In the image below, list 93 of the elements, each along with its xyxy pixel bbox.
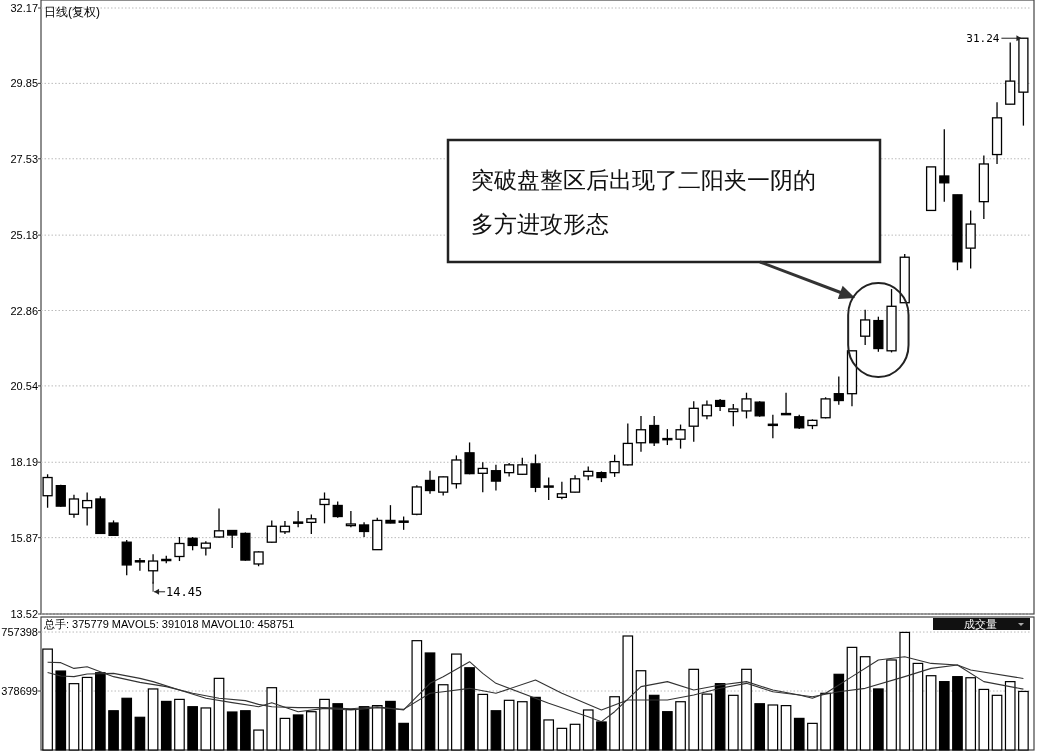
- bar: [226, 711, 238, 751]
- bar: [952, 676, 963, 751]
- bar: [886, 659, 897, 751]
- bar: [648, 694, 660, 751]
- annotation: 14.45: [166, 584, 203, 599]
- bar: [780, 705, 792, 751]
- bar: [569, 723, 581, 751]
- bar: [477, 693, 489, 751]
- bar: [793, 717, 805, 751]
- bar: [925, 675, 937, 751]
- chart-title: 成交量: [963, 618, 997, 630]
- bar: [978, 688, 990, 751]
- bar: [345, 708, 357, 751]
- bar: [991, 694, 1003, 751]
- y-tick-label: 22.86: [10, 304, 38, 317]
- bar: [675, 701, 686, 751]
- bar: [846, 646, 858, 751]
- bar: [767, 704, 779, 751]
- bar: [292, 714, 304, 751]
- bar: [820, 692, 831, 751]
- bar: [807, 722, 818, 751]
- annotation: 31.24: [966, 32, 1000, 46]
- bar: [609, 696, 620, 751]
- bar: [305, 711, 317, 751]
- bar: [134, 716, 146, 751]
- bar: [833, 673, 845, 751]
- chart-subtitle: 总手: 375779 MAVOL5: 391018 MAVOL10: 458751: [43, 618, 295, 630]
- y-tick-label: 13.52: [10, 608, 38, 620]
- annotation: 突破盘整区后出现了二阳夹一阴的多方进攻形态: [471, 167, 816, 237]
- bar: [279, 717, 291, 751]
- bar: [266, 687, 278, 751]
- bar: [701, 693, 713, 751]
- line-series: [47, 656, 1024, 723]
- bar: [437, 684, 449, 751]
- bar: [174, 698, 185, 751]
- y-tick-label: 25.18: [10, 229, 38, 242]
- bar: [81, 676, 93, 751]
- bar: [147, 688, 159, 751]
- bar: [873, 688, 884, 751]
- bar: [688, 668, 700, 751]
- bar: [121, 697, 133, 751]
- bar: [543, 719, 555, 751]
- y-tick-label: 20.54: [10, 379, 38, 392]
- chart-title: 日线(复权): [44, 5, 100, 19]
- y-tick-label: 378699: [1, 685, 38, 698]
- bar: [859, 656, 871, 751]
- bar: [358, 706, 370, 751]
- bar: [596, 721, 607, 751]
- bar: [42, 648, 53, 751]
- bar: [385, 700, 396, 751]
- bar: [1018, 690, 1029, 751]
- bar: [332, 703, 344, 751]
- bar: [411, 640, 423, 751]
- bar: [371, 705, 383, 751]
- y-tick-label: 32.17: [10, 2, 38, 14]
- bar: [503, 699, 515, 751]
- bar: [635, 670, 647, 751]
- bar: [530, 696, 541, 751]
- bar: [727, 694, 739, 751]
- bar: [662, 711, 673, 751]
- bar: [464, 667, 475, 751]
- bar: [1004, 681, 1016, 751]
- bar: [94, 672, 106, 751]
- bar: [424, 652, 436, 751]
- bar: [899, 631, 911, 751]
- bar: [187, 706, 198, 751]
- bar: [582, 709, 594, 751]
- bar: [253, 729, 264, 751]
- bar: [490, 710, 502, 751]
- bar: [556, 727, 568, 751]
- bar: [965, 677, 977, 751]
- bar: [108, 710, 119, 751]
- bar: [240, 710, 251, 751]
- y-tick-label: 757398: [1, 626, 38, 639]
- y-tick-label: 29.85: [10, 77, 38, 90]
- bar: [319, 698, 330, 751]
- bar: [912, 662, 924, 751]
- y-tick-label: 18.19: [10, 456, 38, 469]
- bar: [451, 653, 462, 751]
- bar: [938, 681, 950, 751]
- y-tick-label: 27.53: [10, 152, 38, 165]
- bar: [160, 700, 172, 751]
- y-tick-label: 15.87: [10, 531, 38, 544]
- bar: [68, 683, 80, 751]
- bar: [200, 707, 212, 751]
- bar: [55, 670, 67, 751]
- bar: [516, 701, 528, 751]
- bar: [754, 703, 766, 751]
- bar: [741, 668, 752, 751]
- bar: [213, 677, 225, 751]
- bar: [714, 683, 726, 751]
- bar: [622, 635, 634, 751]
- bar: [398, 722, 409, 751]
